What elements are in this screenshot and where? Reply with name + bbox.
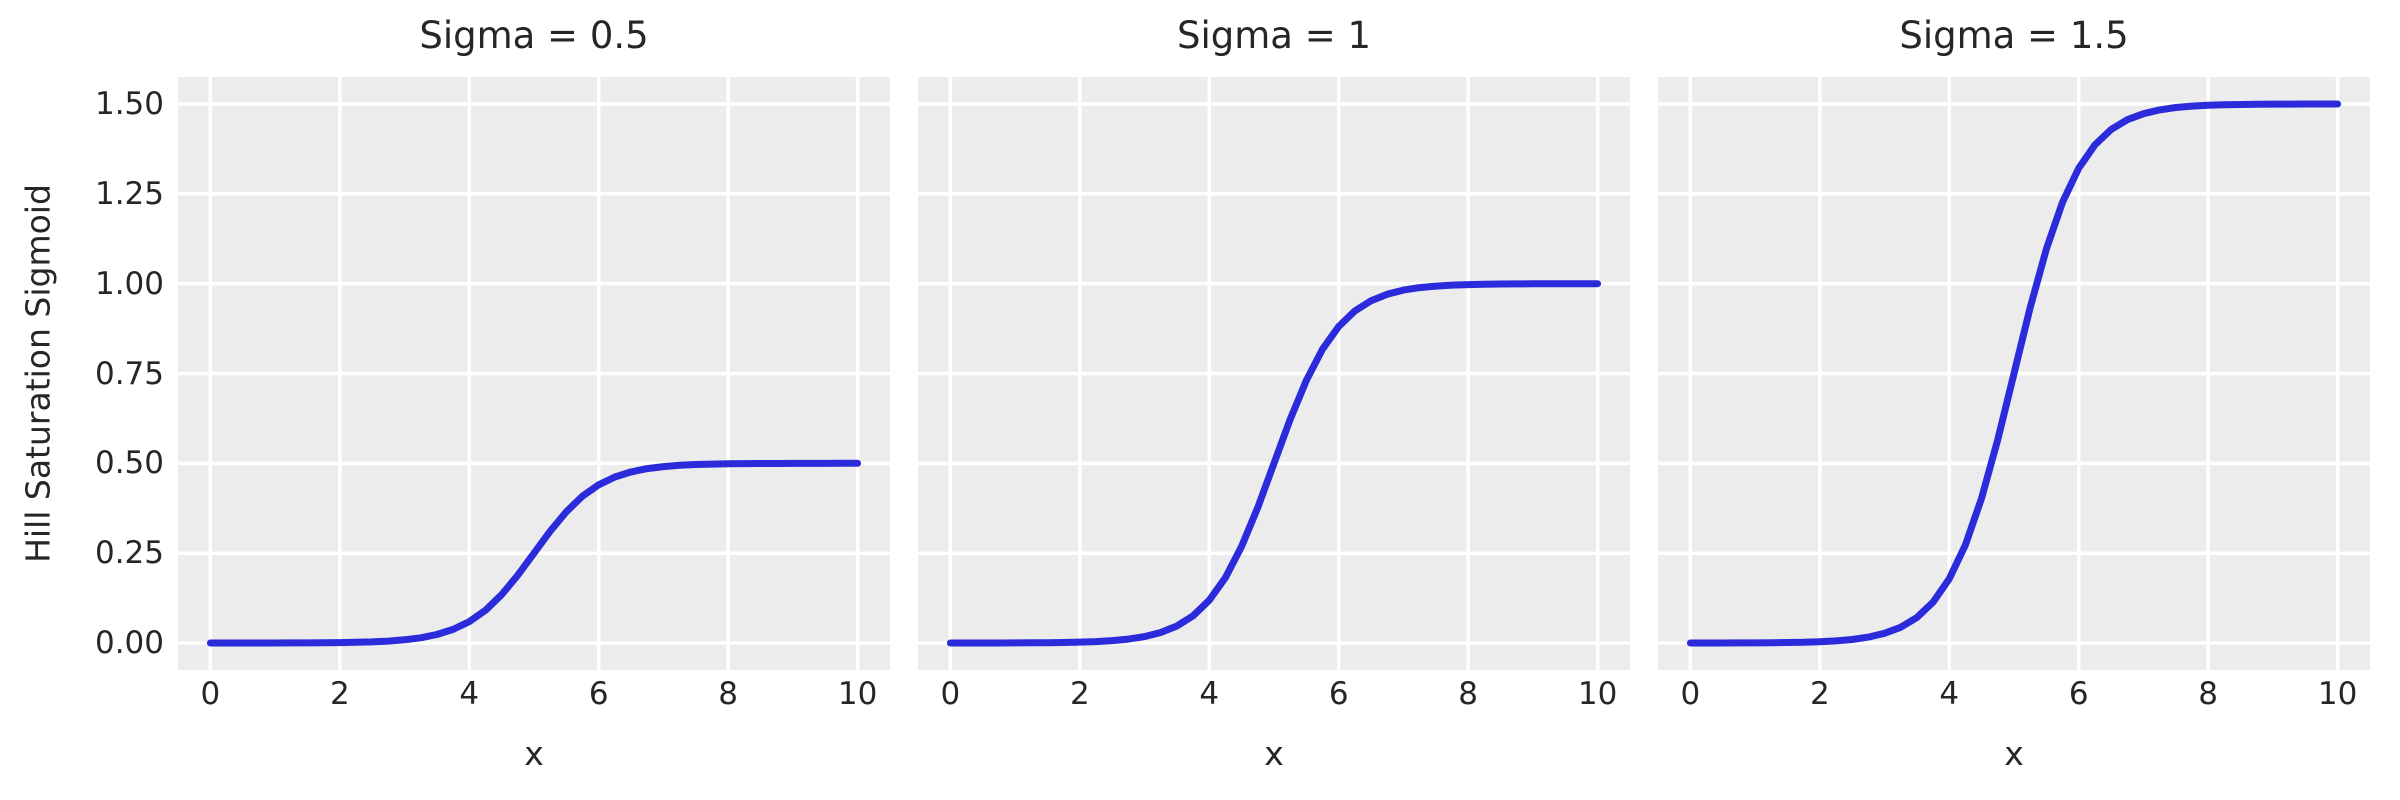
y-tick-label: 1.50 [94, 85, 164, 122]
y-tick-label: 1.25 [94, 175, 164, 212]
sigmoid-curve [1686, 100, 2342, 647]
sigmoid-curve [206, 459, 862, 647]
plot-title: Sigma = 1 [1176, 14, 1372, 57]
x-axis-label: x [2004, 734, 2024, 773]
axes-area [918, 77, 1630, 670]
x-tick-label: 8 [718, 676, 739, 712]
axes-area [1658, 77, 2370, 670]
x-tick-label: 10 [1577, 676, 1618, 712]
sigmoid-curve [946, 280, 1602, 647]
x-tick-label: 0 [1680, 676, 1701, 712]
y-tick-label: 0.50 [94, 445, 164, 482]
axes-area [178, 77, 890, 670]
x-tick-label: 2 [1069, 676, 1090, 712]
x-tick-label: 6 [2068, 676, 2089, 712]
x-tick-label: 6 [1328, 676, 1349, 712]
x-tick-label: 6 [588, 676, 609, 712]
x-tick-label: 0 [940, 676, 961, 712]
x-tick-label: 2 [1809, 676, 1830, 712]
x-tick-label: 10 [837, 676, 878, 712]
plot-title: Sigma = 1.5 [1899, 14, 2129, 57]
y-tick-label: 0.75 [94, 355, 164, 392]
x-tick-label: 4 [459, 676, 480, 712]
y-tick-label: 1.00 [94, 265, 164, 302]
x-tick-label: 2 [329, 676, 350, 712]
x-axis-label: x [1264, 734, 1284, 773]
x-tick-label: 8 [1458, 676, 1479, 712]
x-tick-label: 0 [200, 676, 221, 712]
y-tick-label: 0.00 [94, 625, 164, 662]
x-axis-label: x [524, 734, 544, 773]
plot-title: Sigma = 0.5 [419, 14, 649, 57]
x-tick-label: 4 [1199, 676, 1220, 712]
x-tick-label: 8 [2198, 676, 2219, 712]
x-tick-label: 10 [2317, 676, 2358, 712]
y-tick-label: 0.25 [94, 535, 164, 572]
x-tick-label: 4 [1939, 676, 1960, 712]
